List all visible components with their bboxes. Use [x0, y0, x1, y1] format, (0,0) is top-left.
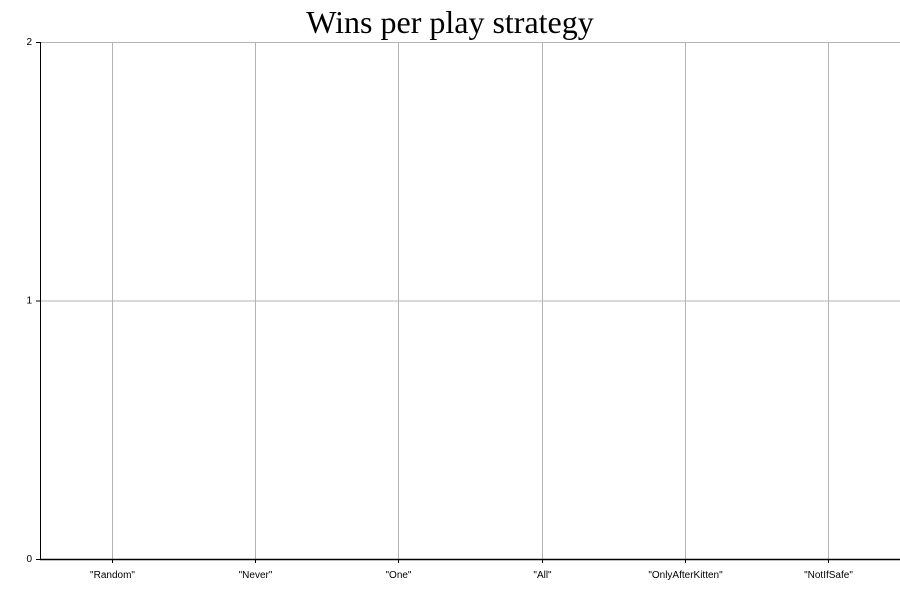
y-tick-label: 0 — [26, 554, 32, 565]
x-tick-label: "Never" — [239, 570, 273, 581]
axis-layer — [40, 42, 900, 561]
grid-layer — [40, 42, 900, 559]
x-tick-label: "All" — [533, 570, 552, 581]
x-axis-ticks: "Random" "Never" "One" "All" "OnlyAfterKitte… — [90, 559, 853, 581]
x-tick-label: "One" — [385, 570, 411, 581]
y-axis-ticks: 0 1 2 — [26, 37, 40, 565]
x-tick-label: "Random" — [90, 570, 135, 581]
chart-title: Wins per play strategy — [306, 4, 594, 40]
y-tick-label: 1 — [26, 296, 32, 307]
y-tick-label: 2 — [26, 37, 32, 48]
x-tick-label: "NotIfSafe" — [804, 570, 853, 581]
x-tick-label: "OnlyAfterKitten" — [648, 570, 723, 581]
